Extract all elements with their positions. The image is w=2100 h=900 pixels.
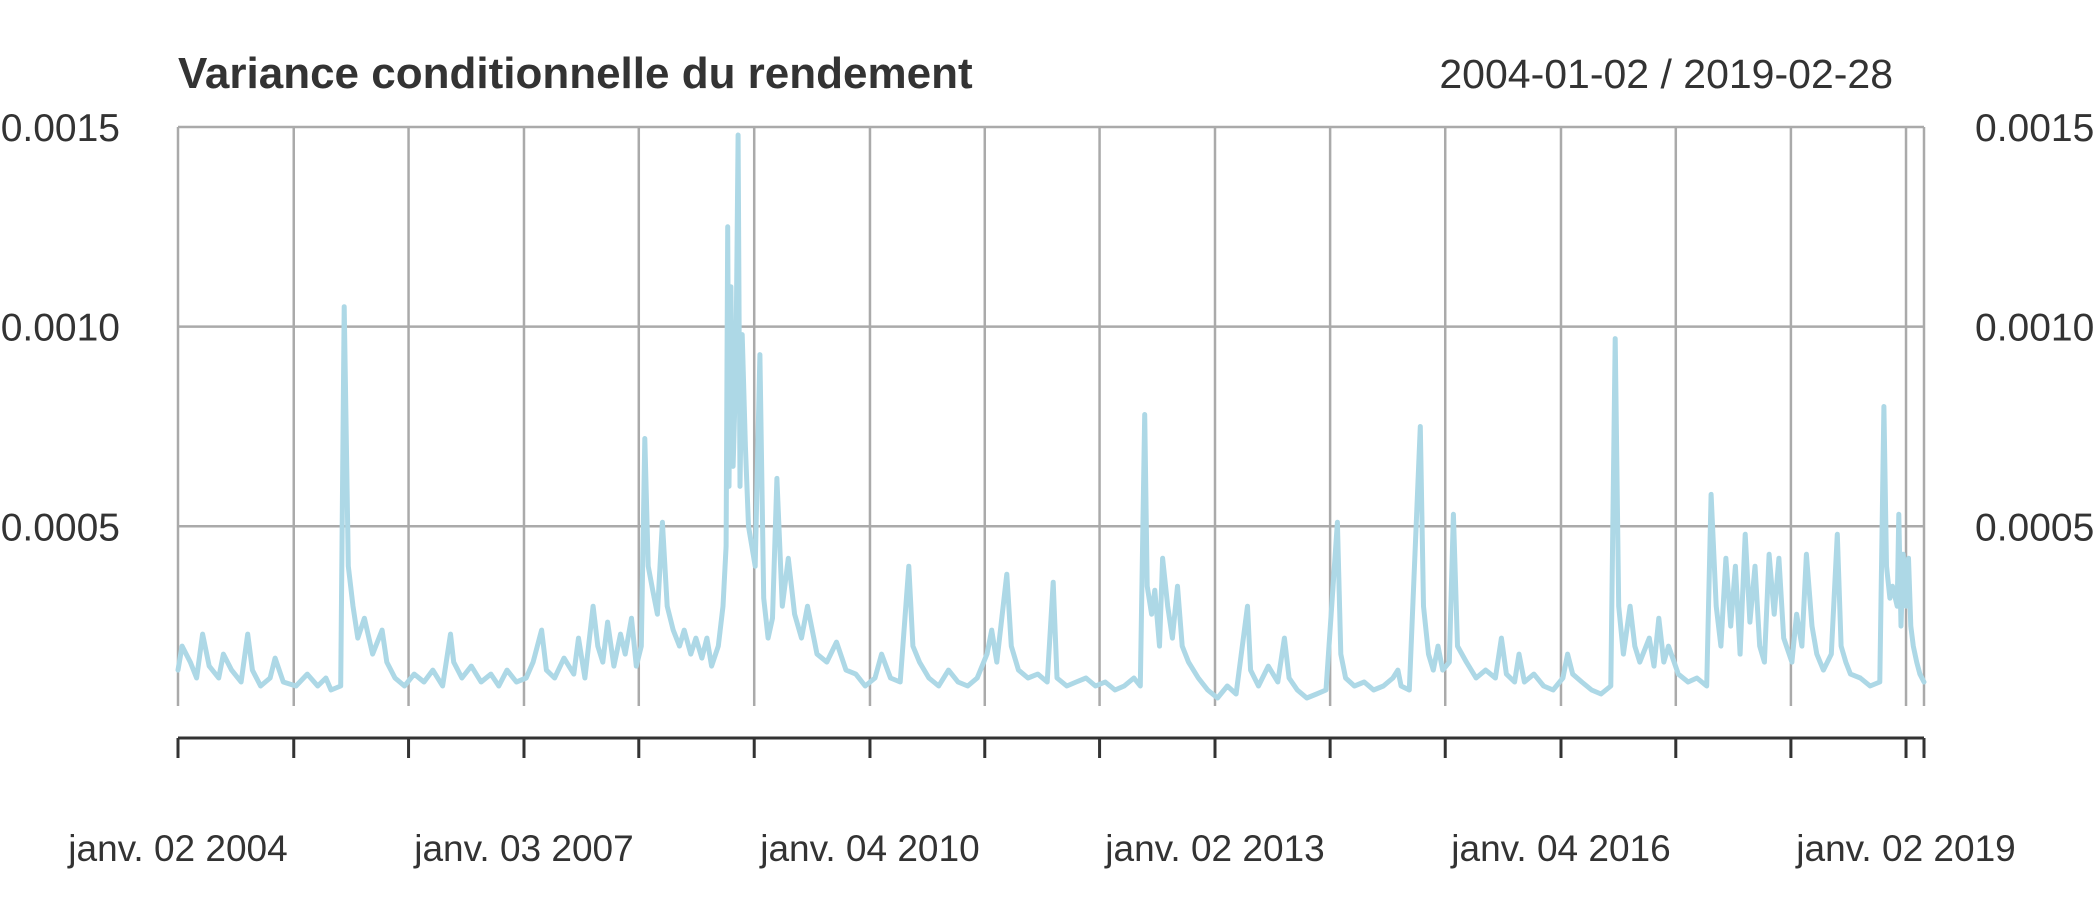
- series-line: [175, 132, 1927, 701]
- x-tick-label: janv. 02 2013: [1104, 828, 1324, 869]
- y-tick-label-right: 0.0010: [1975, 307, 2094, 350]
- date-range: 2004-01-02 / 2019-02-28: [1439, 51, 1893, 97]
- x-axis: janv. 02 2004 janv. 03 2007 janv. 04 2010 j…: [67, 736, 2016, 869]
- x-tick-label: janv. 04 2016: [1450, 828, 1670, 869]
- y-tick-label-left: 0.0015: [1, 107, 120, 150]
- x-tick-label: janv. 04 2010: [759, 828, 979, 869]
- y-tick-label-right: 0.0005: [1975, 506, 2094, 549]
- x-tick-label: janv. 02 2004: [67, 828, 287, 869]
- y-axis-right: 0.0015 0.0010 0.0005: [1975, 107, 2094, 549]
- x-tick-label: janv. 02 2019: [1795, 828, 2015, 869]
- y-tick-label-left: 0.0005: [1, 506, 120, 549]
- x-tick-label: janv. 03 2007: [413, 828, 633, 869]
- series-line-group: [175, 132, 1927, 701]
- chart-title: Variance conditionnelle du rendement: [178, 49, 973, 98]
- y-tick-label-left: 0.0010: [1, 307, 120, 350]
- y-axis-left: 0.0015 0.0010 0.0005: [1, 107, 120, 549]
- grid: [176, 125, 1926, 706]
- y-tick-label-right: 0.0015: [1975, 107, 2094, 150]
